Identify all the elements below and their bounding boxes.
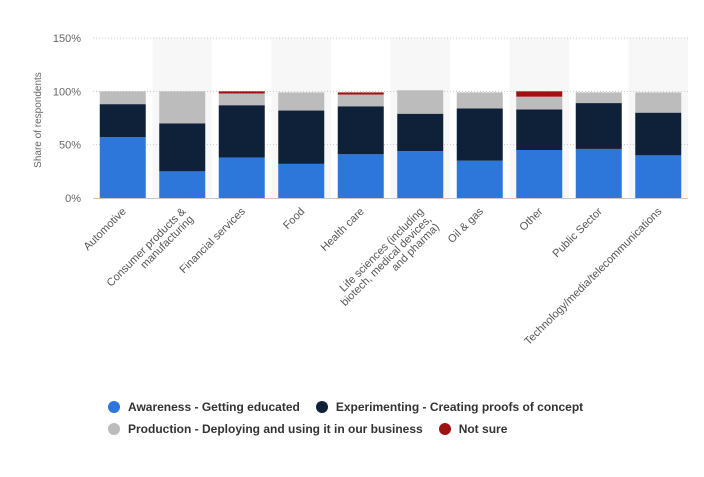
bar-segment-s0-c0[interactable] — [99, 137, 146, 198]
bar-segment-s1-c0[interactable] — [99, 104, 146, 138]
bar-segment-s0-c2[interactable] — [218, 157, 265, 198]
bar-segment-s2-c4[interactable] — [337, 94, 384, 107]
y-tick-label: 150% — [53, 33, 81, 45]
stacked-bar-chart: 0% 50% 100% 150% Share of respondents Automot… — [33, 33, 688, 348]
x-tick-label: Health care — [319, 206, 367, 254]
bar-segment-s1-c7[interactable] — [516, 109, 563, 150]
x-tick-label: Oil & gas — [446, 205, 486, 245]
bar-segment-s2-c0[interactable] — [99, 91, 146, 105]
bar-segment-s2-c9[interactable] — [635, 92, 682, 113]
bar-segment-s0-c7[interactable] — [516, 150, 563, 198]
bar-segment-s2-c7[interactable] — [516, 96, 563, 110]
bar-segment-s2-c8[interactable] — [575, 92, 622, 104]
legend-item-awareness[interactable]: Awareness - Getting educated — [108, 400, 300, 414]
legend-swatch-production — [108, 423, 120, 435]
bar-segment-s2-c1[interactable] — [159, 91, 206, 124]
bar-segment-s1-c1[interactable] — [159, 123, 206, 172]
bar-segment-s1-c3[interactable] — [278, 110, 325, 164]
legend-label-production: Production - Deploying and using it in o… — [128, 422, 423, 436]
x-tick-label: Other — [517, 205, 545, 233]
legend-item-experimenting[interactable]: Experimenting - Creating proofs of conce… — [315, 400, 584, 414]
legend-label-awareness: Awareness - Getting educated — [128, 400, 300, 414]
legend-row-2: Production - Deploying and using it in o… — [108, 418, 688, 440]
legend-label-not-sure: Not sure — [458, 422, 508, 436]
bar-segment-s0-c8[interactable] — [575, 148, 622, 198]
bar-segment-s1-c6[interactable] — [456, 108, 503, 161]
bar-segment-s3-c4[interactable] — [337, 92, 384, 95]
legend-swatch-experimenting — [315, 401, 328, 413]
bar-segment-s0-c1[interactable] — [159, 171, 206, 198]
x-tick-label: Public Sector — [551, 205, 606, 260]
y-axis-label: Share of respondents — [33, 72, 44, 168]
legend-swatch-not-sure — [438, 423, 451, 435]
bar-segment-s0-c9[interactable] — [635, 155, 682, 198]
x-tick-label: Automotive — [81, 206, 128, 253]
bar-segment-s0-c5[interactable] — [397, 151, 444, 198]
bar-segment-s2-c2[interactable] — [218, 93, 265, 106]
legend-row-1: Awareness - Getting educated Experimenti… — [108, 396, 688, 418]
bar-segment-s1-c2[interactable] — [218, 105, 265, 158]
y-tick-label: 50% — [59, 140, 81, 152]
bar-segment-s0-c4[interactable] — [337, 154, 384, 198]
legend-swatch-awareness — [108, 401, 120, 413]
y-tick-label: 100% — [53, 86, 81, 98]
bar-segment-s2-c3[interactable] — [278, 92, 325, 111]
legend-item-production[interactable]: Production - Deploying and using it in o… — [108, 422, 423, 436]
chart-legend: Awareness - Getting educated Experimenti… — [108, 396, 688, 440]
bar-segment-s1-c5[interactable] — [397, 113, 444, 152]
bar-segment-s2-c6[interactable] — [456, 92, 503, 109]
y-tick-label: 0% — [65, 193, 81, 205]
legend-item-not-sure[interactable]: Not sure — [438, 422, 508, 436]
bar-segment-s1-c8[interactable] — [575, 103, 622, 149]
bar-segment-s1-c9[interactable] — [635, 112, 682, 156]
bar-segment-s1-c4[interactable] — [337, 106, 384, 155]
bar-segment-s2-c5[interactable] — [397, 90, 444, 114]
legend-label-experimenting: Experimenting - Creating proofs of conce… — [335, 400, 584, 414]
bar-segment-s3-c7[interactable] — [516, 91, 563, 97]
bar-segment-s0-c3[interactable] — [278, 163, 325, 198]
bar-segment-s0-c6[interactable] — [456, 160, 503, 198]
x-tick-label: Food — [281, 206, 307, 232]
x-tick-label: Technology/media/telecommunications — [522, 205, 664, 347]
bar-segment-s3-c2[interactable] — [218, 91, 265, 94]
